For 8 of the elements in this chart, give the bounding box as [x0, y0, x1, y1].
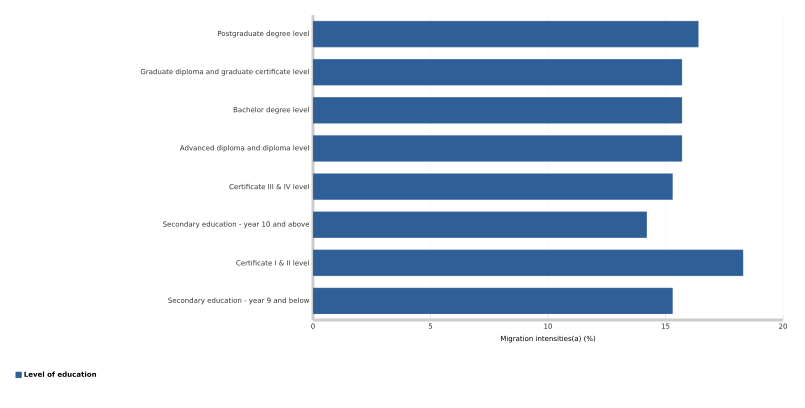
- bar: [313, 20, 699, 48]
- bar: [313, 211, 647, 238]
- bar: [313, 97, 682, 124]
- bar: [313, 135, 682, 162]
- bar: [313, 288, 673, 314]
- bar: [313, 250, 744, 276]
- bar: [313, 58, 682, 86]
- bar: [313, 173, 673, 200]
